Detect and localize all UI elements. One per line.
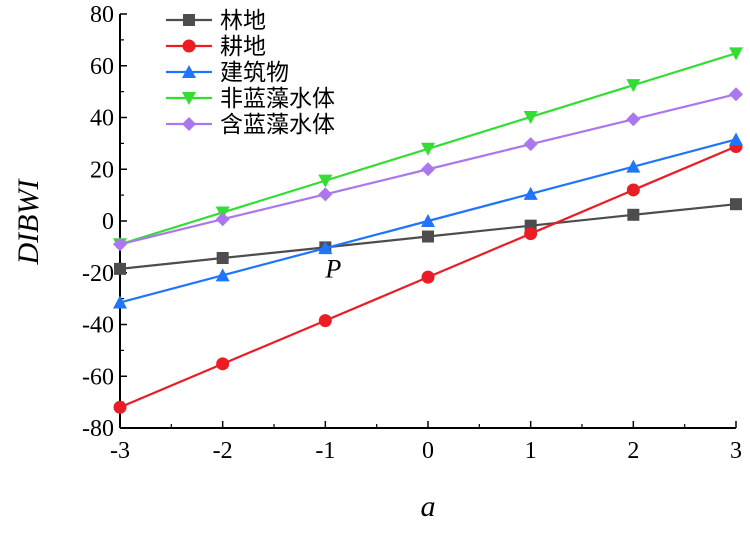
data-point <box>626 183 640 197</box>
legend-item: 含蓝藻水体 <box>166 112 335 138</box>
legend-item: 建筑物 <box>166 60 289 86</box>
legend-label: 建筑物 <box>220 60 289 86</box>
y-axis-title: DIBWI <box>12 178 45 266</box>
x-tick-label: -1 <box>315 438 335 464</box>
y-tick-label: -40 <box>82 313 114 339</box>
data-point <box>113 295 127 309</box>
data-point <box>421 214 435 227</box>
data-point <box>421 142 435 156</box>
y-tick-label: -20 <box>82 261 114 287</box>
data-point <box>729 87 743 102</box>
series-5 <box>113 87 743 252</box>
data-point <box>216 357 230 371</box>
data-point <box>421 270 435 284</box>
data-point <box>318 314 332 328</box>
y-tick-label: 0 <box>102 209 114 235</box>
data-point <box>729 47 743 61</box>
data-point <box>729 132 743 146</box>
y-tick-label: 20 <box>90 157 114 183</box>
data-point <box>523 186 538 200</box>
y-tick-label: 80 <box>90 2 114 28</box>
data-point <box>114 262 126 275</box>
data-point <box>216 252 229 265</box>
legend-marker <box>182 117 196 131</box>
legend-item: 耕地 <box>166 34 266 60</box>
data-point <box>318 174 333 188</box>
data-point <box>524 227 538 241</box>
data-point <box>523 137 538 152</box>
legend-marker <box>183 14 195 26</box>
legend-marker <box>182 92 196 105</box>
data-point <box>421 162 435 177</box>
data-point <box>422 230 434 243</box>
legend-label: 含蓝藻水体 <box>220 112 335 138</box>
data-point <box>318 241 333 255</box>
data-point <box>523 110 538 124</box>
data-point <box>215 268 230 282</box>
legend-label: 耕地 <box>220 34 266 60</box>
legend-label: 林地 <box>220 8 266 34</box>
series-2 <box>113 139 743 414</box>
series-layer: P <box>113 47 743 414</box>
data-point <box>318 187 333 202</box>
y-tick-label: -60 <box>82 364 114 390</box>
data-point <box>626 159 641 173</box>
data-point <box>626 112 641 127</box>
series-3 <box>113 132 743 309</box>
y-tick-label: 40 <box>90 106 114 132</box>
legend-marker <box>182 39 196 53</box>
data-point <box>113 400 127 414</box>
x-tick-label: 3 <box>730 438 742 464</box>
y-tick-label: -80 <box>82 416 114 442</box>
legend-label: 非蓝藻水体 <box>220 86 335 112</box>
data-point <box>730 198 742 211</box>
data-point <box>626 79 641 93</box>
data-point <box>627 208 640 221</box>
data-point <box>113 237 127 252</box>
x-tick-label: 2 <box>627 438 639 464</box>
y-tick-label: 60 <box>90 54 114 80</box>
annotation-label: P <box>324 254 341 283</box>
legend-item: 非蓝藻水体 <box>166 86 335 112</box>
x-axis-title: a <box>421 490 436 523</box>
x-tick-label: -2 <box>213 438 233 464</box>
axes-layer: 80 60 40 20 0 -20 -40 -60 -80-3 -2 -1 0 1 2 3 <box>82 2 742 464</box>
legend-item: 林地 <box>166 8 266 34</box>
series-1 <box>114 198 742 275</box>
x-tick-label: -3 <box>110 438 130 464</box>
x-tick-label: 0 <box>422 438 434 464</box>
legend-marker <box>182 65 196 78</box>
x-tick-label: 1 <box>525 438 537 464</box>
data-point <box>215 212 230 227</box>
